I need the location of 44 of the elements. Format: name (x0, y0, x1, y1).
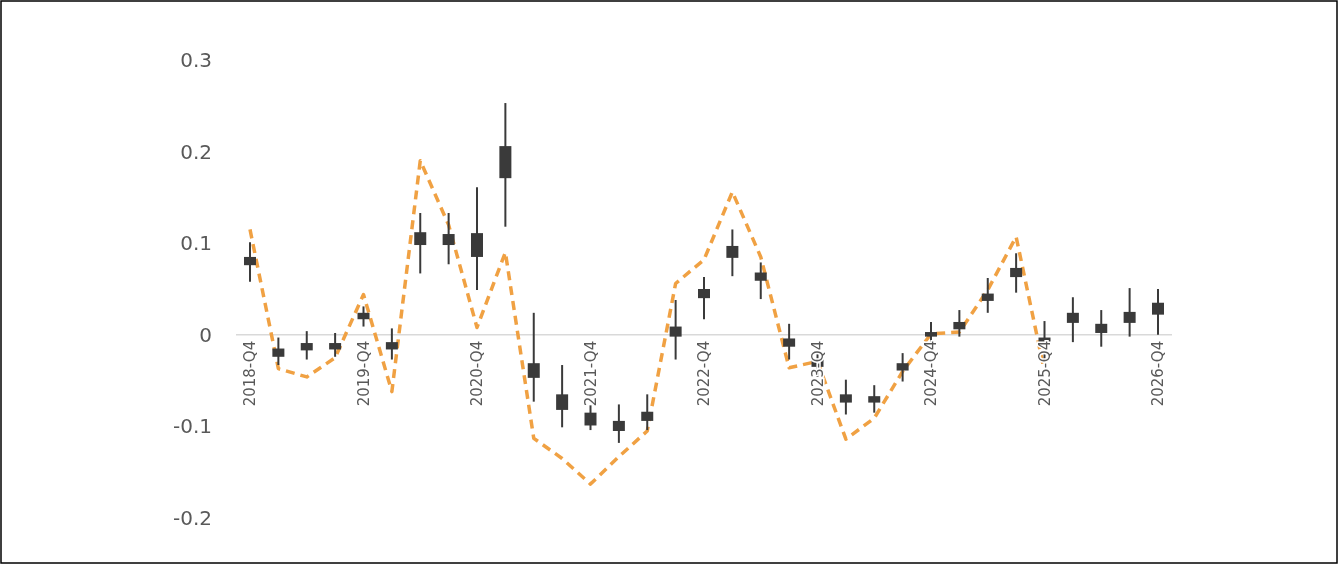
candlestick (300, 330, 313, 361)
candlestick (1095, 309, 1108, 348)
candlestick (868, 384, 881, 414)
candlestick (527, 311, 540, 403)
candlestick (612, 403, 625, 444)
y-tick-label: -0.1 (172, 414, 212, 439)
candlestick (669, 298, 682, 361)
x-tick-label: 2023-Q4 (808, 340, 827, 407)
candlestick (896, 352, 909, 383)
candlestick (839, 378, 852, 416)
candlestick (1123, 287, 1136, 338)
x-tick-label: 2018-Q4 (241, 340, 259, 407)
candlestick (754, 261, 767, 301)
x-tick-label: 2020-Q4 (468, 340, 486, 407)
candlestick (953, 309, 966, 338)
y-tick-label: 0 (199, 322, 212, 347)
x-tick-label: 2026-Q4 (1149, 340, 1167, 407)
candlestick (272, 336, 285, 367)
x-tick-label: 2019-Q4 (354, 340, 373, 407)
candlestick (556, 364, 569, 429)
candlestick (357, 305, 370, 328)
y-tick-label: -0.2 (172, 506, 212, 530)
candlestick (471, 186, 483, 291)
candlestick (1152, 288, 1164, 336)
candlestick (698, 276, 710, 321)
x-tick-label: 2025-Q4 (1035, 340, 1054, 407)
candlestick (981, 277, 994, 314)
candlestick (244, 241, 256, 283)
y-tick-label: 0.2 (180, 139, 212, 164)
candlestick (1010, 252, 1023, 294)
y-tick-label: 0.3 (180, 48, 212, 72)
candlestick (414, 211, 427, 275)
candlestick (442, 211, 455, 266)
y-tick-label: 0.1 (180, 231, 212, 256)
candlestick (385, 327, 398, 361)
candlestick (329, 331, 342, 358)
x-tick-label: 2022-Q4 (695, 340, 713, 407)
x-tick-label: 2021-Q4 (581, 340, 600, 407)
candlestick (726, 228, 739, 278)
x-tick-label: 2024-Q4 (922, 340, 940, 407)
candlestick (584, 404, 597, 432)
candlestick (641, 393, 654, 432)
candlestick (1066, 296, 1079, 344)
candlestick (783, 322, 796, 361)
